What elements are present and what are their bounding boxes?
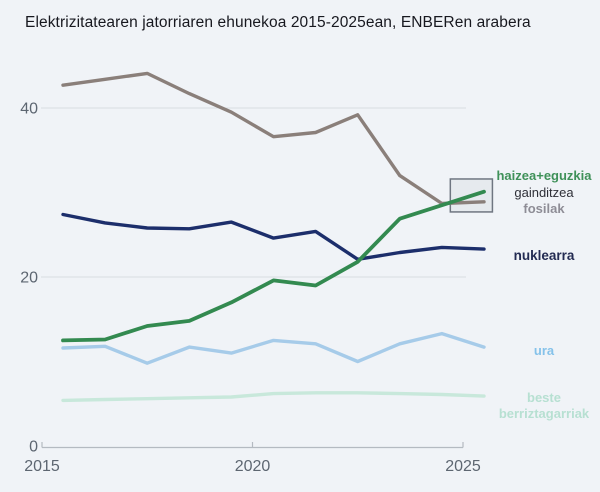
series-line-ura	[61, 331, 486, 365]
legend-gainditzea-label: gainditzea	[514, 185, 574, 200]
series-line-beste-berriztagarriak	[61, 391, 486, 403]
legend-fosilak-label: fosilak	[523, 201, 565, 216]
y-tick-label-20: 20	[20, 270, 38, 287]
y-tick-label-40: 40	[20, 101, 38, 118]
legend-beste-berriztagarriak-label: beste berriztagarriak	[498, 390, 590, 421]
series-line-fosilak	[61, 71, 486, 206]
legend-ura-label: ura	[533, 343, 555, 358]
series-line-nuklearra	[61, 212, 486, 261]
chart-title: Elektrizitatearen jatorriaren ehunekoa 2…	[25, 14, 531, 31]
legend-nuklearra-label: nuklearra	[513, 248, 575, 263]
series-line-haizea-eguzkia	[61, 189, 486, 343]
y-tick-label-0: 0	[29, 439, 38, 456]
legend-haizea-eguzkia-label: haizea+eguzkia	[496, 168, 592, 183]
x-tick-label-2025: 2025	[445, 458, 481, 475]
x-tick-label-2020: 2020	[235, 458, 271, 475]
x-tick-label-2015: 2015	[24, 458, 60, 475]
